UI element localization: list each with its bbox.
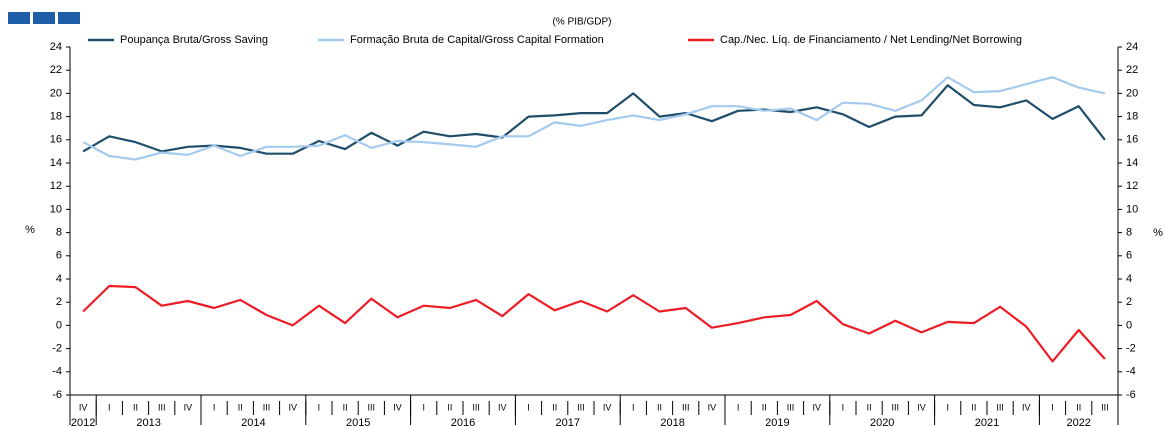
year-label: 2013 [136,417,160,426]
year-label: 2021 [975,417,999,426]
logo-block [8,12,30,24]
x-tick-label: I [108,402,111,412]
x-tick-label: II [867,402,872,412]
x-tick-label: I [1051,402,1054,412]
y2-tick-label: 12 [1126,180,1138,192]
y-tick-label: 22 [50,64,62,76]
x-tick-label: IV [288,402,297,412]
x-tick-label: IV [708,402,717,412]
x-tick-label: I [318,402,321,412]
x-tick-label: II [238,402,243,412]
y-axis-label: % [25,224,35,236]
y2-tick-label: 24 [1126,41,1138,53]
logo-block [33,12,55,24]
y-tick-label: 2 [56,296,62,308]
x-tick-label: II [762,402,767,412]
y2-axis-label: % [1153,227,1163,239]
x-tick-label: III [158,402,166,412]
y2-tick-label: 14 [1126,157,1138,169]
y-tick-label: 14 [50,157,62,169]
year-label: 2016 [451,417,475,426]
y2-tick-label: 18 [1126,111,1138,123]
x-tick-label: I [422,402,425,412]
year-label: 2018 [660,417,684,426]
y-tick-label: -2 [52,343,62,355]
year-label: 2022 [1066,417,1090,426]
y2-tick-label: -4 [1126,366,1136,378]
year-label: 2017 [556,417,580,426]
x-tick-label: II [447,402,452,412]
y-tick-label: 8 [56,227,62,239]
y2-tick-label: 16 [1126,134,1138,146]
y-tick-label: 12 [50,180,62,192]
x-tick-label: II [552,402,557,412]
y2-tick-label: 22 [1126,64,1138,76]
y-tick-label: -4 [52,366,62,378]
series-line [82,284,1106,363]
y2-tick-label: 6 [1126,250,1132,262]
y-tick-label: 0 [56,319,62,331]
logo-block [58,12,80,24]
y2-tick-label: 20 [1126,87,1138,99]
y2-tick-label: 0 [1126,319,1132,331]
chart-subtitle: (% PIB/GDP) [553,17,612,28]
x-tick-label: II [133,402,138,412]
y-tick-label: 10 [50,203,62,215]
y-tick-label: -6 [52,389,62,401]
year-label: 2014 [241,417,265,426]
x-tick-label: III [1101,402,1109,412]
y-tick-label: 20 [50,87,62,99]
x-tick-label: IV [393,402,402,412]
y2-tick-label: -6 [1126,389,1136,401]
y-tick-label: 4 [56,273,62,285]
x-tick-label: II [657,402,662,412]
x-tick-label: I [946,402,949,412]
y2-tick-label: 10 [1126,203,1138,215]
x-tick-label: I [632,402,635,412]
x-tick-label: III [996,402,1004,412]
year-label: 2019 [765,417,789,426]
x-tick-label: III [577,402,585,412]
x-tick-label: III [682,402,690,412]
y2-tick-label: 8 [1126,227,1132,239]
x-tick-label: IV [917,402,926,412]
x-tick-label: III [368,402,376,412]
x-tick-label: IV [812,402,821,412]
y-tick-label: 18 [50,111,62,123]
x-tick-label: I [527,402,530,412]
y-tick-label: 24 [50,41,62,53]
x-tick-label: I [737,402,740,412]
x-tick-label: IV [1022,402,1031,412]
x-tick-label: I [213,402,216,412]
y-tick-label: 6 [56,250,62,262]
x-tick-label: II [343,402,348,412]
x-tick-label: IV [603,402,612,412]
legend-label: Poupança Bruta/Gross Saving [120,34,268,46]
year-label: 2015 [346,417,370,426]
x-tick-label: II [971,402,976,412]
y2-tick-label: 4 [1126,273,1132,285]
x-tick-label: IV [79,402,88,412]
x-tick-label: III [263,402,271,412]
x-tick-label: IV [498,402,507,412]
legend-label: Formação Bruta de Capital/Gross Capital … [350,34,604,46]
x-tick-label: IV [184,402,193,412]
y2-tick-label: 2 [1126,296,1132,308]
y-tick-label: 16 [50,134,62,146]
x-tick-label: III [787,402,795,412]
x-tick-label: III [892,402,900,412]
y2-tick-label: -2 [1126,343,1136,355]
series-line [82,76,1106,161]
x-tick-label: II [1076,402,1081,412]
legend-label: Cap./Nec. Líq. de Financiamento / Net Le… [720,34,1022,46]
x-tick-label: III [472,402,480,412]
year-label: 2012 [71,417,95,426]
year-label: 2020 [870,417,894,426]
x-tick-label: I [842,402,845,412]
series-line [82,84,1106,155]
